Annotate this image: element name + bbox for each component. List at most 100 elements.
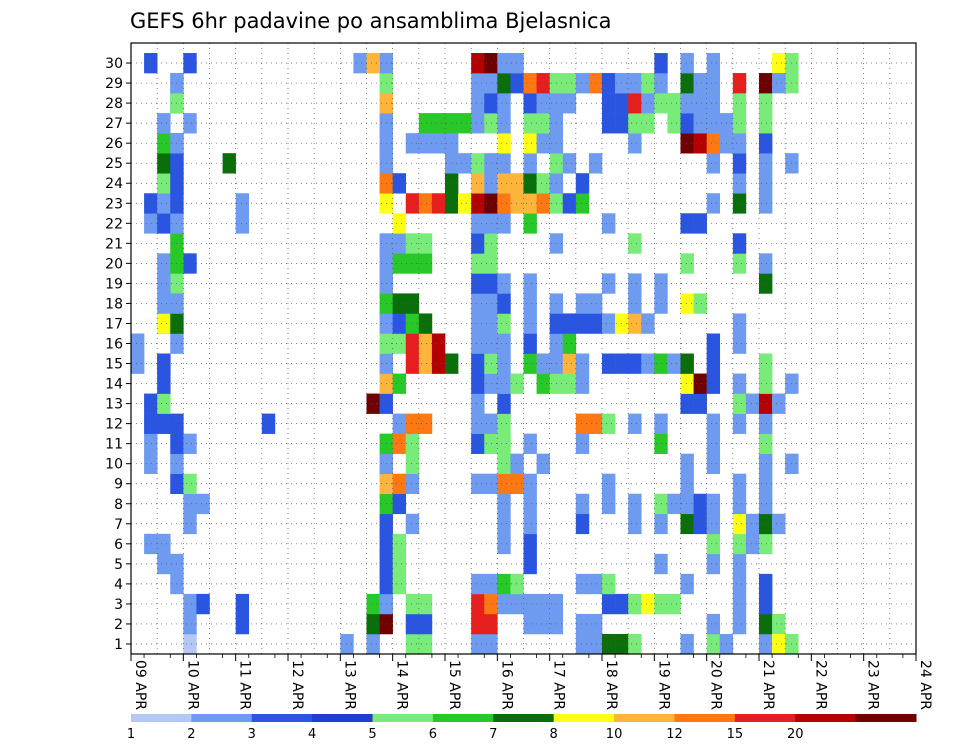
heatmap-cell <box>471 613 485 635</box>
heatmap-cell <box>261 413 276 434</box>
heatmap-cell <box>497 313 511 334</box>
heatmap-cell <box>732 153 747 174</box>
heatmap-cell <box>759 73 773 94</box>
heatmap-cell <box>484 53 498 74</box>
heatmap-cell <box>602 573 616 595</box>
heatmap-cell <box>628 593 642 615</box>
heatmap-cell <box>759 173 773 194</box>
heatmap-cell <box>523 153 537 174</box>
heatmap-cell <box>484 313 498 334</box>
y-axis: 1234567891011121314151617181920212223242… <box>105 56 131 653</box>
heatmap-cell <box>536 93 550 114</box>
heatmap-cell <box>497 153 511 174</box>
y-tick-label: 6 <box>114 537 123 553</box>
heatmap-cell <box>431 133 446 154</box>
heatmap-cell <box>732 513 747 535</box>
heatmap-cell <box>732 373 747 394</box>
heatmap-cell <box>562 193 577 214</box>
heatmap-cell <box>693 393 707 414</box>
heatmap-cell <box>405 413 420 434</box>
heatmap-cell <box>641 313 655 334</box>
heatmap-cell <box>588 573 603 595</box>
heatmap-cell <box>497 133 511 154</box>
heatmap-cell <box>418 413 433 434</box>
heatmap-cell <box>772 513 786 535</box>
y-tick-label: 4 <box>114 577 123 593</box>
heatmap-cell <box>497 193 511 214</box>
colorbar-segment <box>493 714 555 722</box>
heatmap-cell <box>471 393 485 414</box>
heatmap-cell <box>575 613 590 635</box>
heatmap-cell <box>628 133 642 154</box>
heatmap-cell <box>759 113 773 134</box>
heatmap-cell <box>706 533 721 555</box>
heatmap-cell <box>235 613 250 635</box>
colorbar-segment <box>674 714 736 722</box>
heatmap-cell <box>392 413 407 434</box>
heatmap-cell <box>536 113 550 134</box>
heatmap-cell <box>772 633 786 655</box>
heatmap-cell <box>497 513 511 535</box>
heatmap-cell <box>680 573 694 595</box>
heatmap-cell <box>562 93 577 114</box>
heatmap-cell <box>484 613 498 635</box>
heatmap-cell <box>405 193 420 214</box>
heatmap-cell <box>157 353 171 374</box>
heatmap-cell <box>510 593 524 615</box>
heatmap-cell <box>759 533 773 555</box>
colorbar-segment <box>614 714 675 722</box>
heatmap-cell <box>641 113 655 134</box>
heatmap-cell <box>471 433 485 454</box>
heatmap-cell <box>667 113 681 134</box>
heatmap-cell <box>523 173 537 194</box>
x-tick-label: 20 APR <box>708 660 724 710</box>
heatmap-cell <box>144 193 158 214</box>
heatmap-cell <box>523 113 537 134</box>
heatmap-cell <box>772 613 786 635</box>
heatmap-cell <box>536 173 550 194</box>
heatmap-cell <box>392 533 407 555</box>
colorbar-segment <box>795 714 857 722</box>
heatmap-cell <box>680 513 694 535</box>
heatmap-cell <box>392 493 407 515</box>
heatmap-cell <box>759 393 773 414</box>
heatmap-cell <box>706 373 721 394</box>
y-tick-label: 22 <box>105 216 123 232</box>
heatmap-cell <box>157 193 171 214</box>
heatmap-cell <box>431 113 446 134</box>
heatmap-cell <box>680 633 694 655</box>
heatmap-cell <box>484 593 498 615</box>
heatmap-cell <box>523 613 537 635</box>
heatmap-cell <box>732 553 747 575</box>
heatmap-cell <box>484 233 498 254</box>
y-tick-label: 11 <box>105 437 123 453</box>
heatmap-cell <box>510 453 524 474</box>
heatmap-cell <box>536 593 550 615</box>
heatmap-cell <box>471 333 485 354</box>
heatmap-cell <box>575 173 590 194</box>
plot-frame <box>130 42 917 655</box>
heatmap-cell <box>484 113 498 134</box>
heatmap-cell <box>523 273 537 294</box>
heatmap-cell <box>484 153 498 174</box>
heatmap-cell <box>497 373 511 394</box>
x-tick-label: 19 APR <box>655 660 671 710</box>
heatmap-cell <box>497 573 511 595</box>
heatmap-cell <box>497 53 511 74</box>
heatmap-cell <box>183 513 197 535</box>
heatmap-cell <box>510 173 524 194</box>
heatmap-cell <box>405 293 420 314</box>
heatmap-cell <box>693 293 707 314</box>
heatmap-cell <box>510 53 524 74</box>
heatmap-cell <box>693 93 707 114</box>
heatmap-cell <box>366 613 380 635</box>
heatmap-cell <box>628 633 642 655</box>
heatmap-cell <box>392 333 407 354</box>
heatmap-cell <box>484 353 498 374</box>
heatmap-cell <box>157 533 171 555</box>
heatmap-cell <box>732 473 747 495</box>
y-tick-label: 15 <box>105 357 123 373</box>
heatmap-cell <box>222 153 236 174</box>
y-tick-label: 10 <box>105 457 123 473</box>
